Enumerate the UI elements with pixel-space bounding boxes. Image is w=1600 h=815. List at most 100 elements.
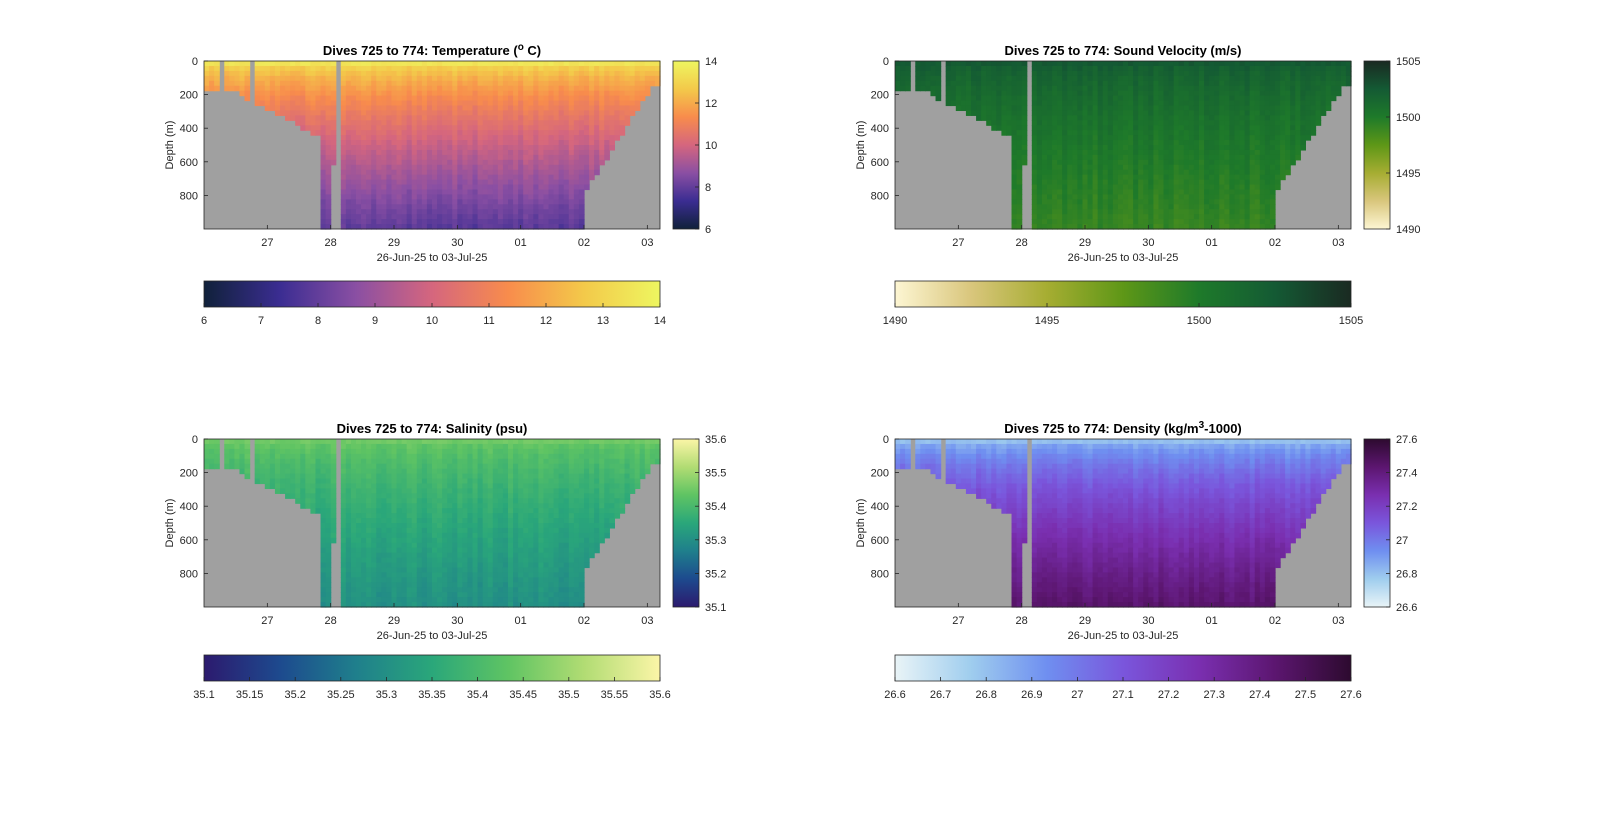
- heatmap-cell: [340, 120, 347, 126]
- heatmap-cell: [1193, 224, 1200, 230]
- heatmap-cell: [371, 80, 377, 87]
- heatmap-cell: [386, 105, 393, 112]
- heatmap-cell: [376, 483, 382, 490]
- heatmap-cell: [1168, 75, 1175, 82]
- heatmap-cell: [340, 219, 347, 225]
- heatmap-cell: [1168, 140, 1175, 146]
- heatmap-cell: [971, 90, 977, 97]
- heatmap-cell: [1112, 204, 1119, 210]
- heatmap-cell: [1097, 204, 1104, 210]
- heatmap-cell: [1224, 169, 1230, 176]
- heatmap-cell: [361, 194, 367, 200]
- heatmap-cell: [340, 189, 347, 196]
- heatmap-cell: [568, 115, 575, 121]
- heatmap-cell: [960, 90, 967, 97]
- heatmap-cell: [1097, 219, 1104, 225]
- heatmap-cell: [1072, 115, 1078, 121]
- heatmap-cell: [325, 453, 332, 460]
- heatmap-cell: [310, 90, 317, 97]
- heatmap-cell: [599, 110, 605, 116]
- heatmap-cell: [1305, 80, 1312, 87]
- heatmap-cell: [376, 100, 382, 107]
- heatmap-cell: [487, 179, 494, 186]
- heatmap-cell: [558, 61, 565, 67]
- heatmap-cell: [1229, 154, 1236, 161]
- heatmap-cell: [366, 503, 372, 509]
- heatmap-cell: [1036, 149, 1043, 156]
- heatmap-cell: [1117, 194, 1124, 200]
- heatmap-cell: [487, 80, 494, 87]
- heatmap-cell: [1199, 125, 1205, 131]
- heatmap-cell: [533, 169, 539, 176]
- heatmap-cell: [325, 95, 332, 102]
- heatmap-cell: [573, 80, 580, 87]
- heatmap-cell: [1290, 70, 1296, 77]
- heatmap-cell: [371, 562, 377, 569]
- heatmap-cell: [563, 90, 570, 97]
- heatmap-cell: [513, 194, 519, 200]
- heatmap-cell: [254, 473, 261, 480]
- heatmap-cell: [452, 159, 458, 166]
- heatmap-cell: [528, 70, 534, 77]
- heatmap-cell: [254, 70, 261, 77]
- heatmap-cell: [1214, 159, 1220, 166]
- heatmap-cell: [523, 189, 529, 196]
- heatmap-cell: [1239, 85, 1246, 92]
- heatmap-cell: [619, 61, 626, 67]
- heatmap-cell: [1057, 145, 1063, 151]
- heatmap-cell: [528, 105, 534, 112]
- heatmap-cell: [553, 115, 560, 121]
- heatmap-cell: [290, 488, 296, 494]
- heatmap-cell: [452, 174, 458, 181]
- heatmap-cell: [649, 65, 656, 72]
- heatmap-cell: [1345, 65, 1352, 72]
- heatmap-cell: [1087, 149, 1094, 156]
- heatmap-cell: [960, 100, 967, 107]
- heatmap-cell: [330, 532, 337, 539]
- heatmap-cell: [209, 458, 215, 465]
- heatmap-cell: [356, 209, 362, 215]
- heatmap-cell: [290, 110, 296, 116]
- heatmap-cell: [1087, 61, 1094, 67]
- heatmap-cell: [310, 503, 317, 509]
- heatmap-cell: [1209, 164, 1215, 171]
- heatmap-cell: [345, 592, 352, 598]
- heatmap-cell: [492, 179, 499, 186]
- heatmap-cell: [325, 577, 332, 583]
- heatmap-cell: [295, 473, 301, 480]
- heatmap-cell: [1229, 159, 1236, 166]
- heatmap-cell: [1183, 120, 1190, 126]
- heatmap-cell: [1138, 120, 1144, 126]
- x-tick-label: 02: [1269, 237, 1281, 249]
- heatmap-cell: [573, 189, 580, 196]
- heatmap-cell: [345, 587, 352, 593]
- heatmap-cell: [330, 439, 337, 445]
- heatmap-cell: [629, 100, 636, 107]
- heatmap-cell: [356, 587, 362, 593]
- heatmap-cell: [320, 582, 327, 588]
- heatmap-cell: [376, 463, 382, 470]
- heatmap-cell: [1138, 61, 1144, 67]
- heatmap-cell: [1163, 75, 1170, 82]
- heatmap-cell: [1047, 169, 1053, 176]
- heatmap-cell: [1310, 65, 1317, 72]
- heatmap-cell: [285, 453, 291, 460]
- heatmap-cell: [371, 468, 377, 475]
- heatmap-cell: [513, 184, 519, 191]
- heatmap-cell: [533, 219, 539, 225]
- heatmap-cell: [1163, 115, 1170, 121]
- heatmap-cell: [1249, 159, 1256, 166]
- heatmap-cell: [376, 105, 382, 112]
- heatmap-cell: [589, 135, 595, 141]
- heatmap-cell: [1107, 224, 1114, 230]
- heatmap-cell: [376, 453, 382, 460]
- heatmap-cell: [497, 65, 504, 72]
- heatmap-cell: [1041, 169, 1048, 176]
- heatmap-cell: [361, 473, 367, 480]
- heatmap-cell: [1138, 100, 1144, 107]
- heatmap-cell: [1163, 130, 1170, 136]
- heatmap-cell: [900, 61, 906, 67]
- heatmap-cell: [1102, 149, 1109, 156]
- heatmap-cell: [330, 443, 337, 450]
- heatmap-cell: [1016, 149, 1023, 156]
